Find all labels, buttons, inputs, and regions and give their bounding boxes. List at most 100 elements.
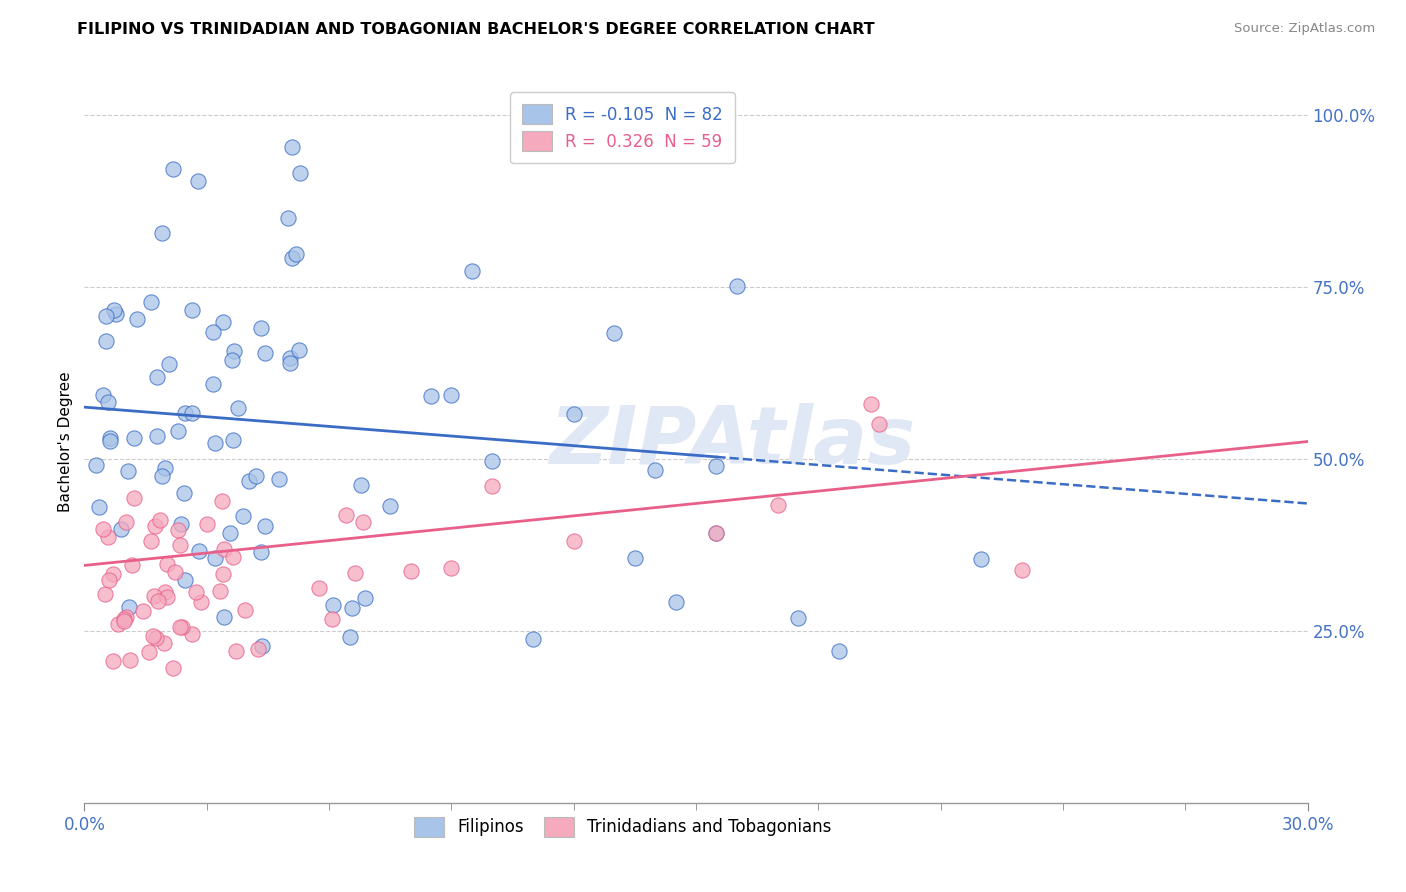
Point	[146, 370, 169, 384]
Point	[114, 610, 136, 624]
Point	[138, 645, 160, 659]
Point	[125, 311, 148, 326]
Point	[211, 494, 233, 508]
Point	[339, 630, 361, 644]
Point	[121, 558, 143, 572]
Point	[603, 326, 626, 341]
Point	[250, 321, 273, 335]
Point	[180, 302, 202, 317]
Point	[103, 566, 125, 581]
Point	[153, 585, 176, 599]
Point	[212, 315, 235, 329]
Point	[156, 590, 179, 604]
Point	[153, 461, 176, 475]
Point	[150, 469, 173, 483]
Point	[706, 526, 728, 541]
Point	[665, 595, 688, 609]
Point	[212, 541, 235, 556]
Point	[461, 264, 484, 278]
Point	[246, 641, 269, 656]
Point	[970, 551, 993, 566]
Point	[481, 478, 503, 492]
Point	[150, 226, 173, 240]
Point	[562, 407, 585, 421]
Point	[110, 522, 132, 536]
Point	[143, 519, 166, 533]
Point	[1011, 563, 1033, 577]
Point	[142, 589, 165, 603]
Point	[343, 566, 366, 581]
Point	[115, 515, 138, 529]
Point	[280, 356, 302, 370]
Point	[97, 574, 120, 588]
Point	[117, 464, 139, 478]
Point	[112, 612, 135, 626]
Point	[146, 594, 169, 608]
Point	[706, 526, 728, 541]
Point	[165, 566, 187, 580]
Point	[209, 583, 232, 598]
Point	[98, 431, 121, 445]
Point	[145, 631, 167, 645]
Point	[103, 654, 125, 668]
Point	[204, 550, 226, 565]
Point	[142, 629, 165, 643]
Point	[269, 473, 291, 487]
Point	[238, 474, 260, 488]
Point	[706, 458, 728, 473]
Point	[221, 433, 243, 447]
Text: Source: ZipAtlas.com: Source: ZipAtlas.com	[1234, 22, 1375, 36]
Point	[322, 598, 344, 612]
Point	[335, 508, 357, 523]
Point	[277, 211, 299, 225]
Point	[156, 557, 179, 571]
Point	[204, 436, 226, 450]
Point	[170, 620, 193, 634]
Point	[481, 454, 503, 468]
Point	[188, 544, 211, 558]
Point	[169, 619, 191, 633]
Point	[112, 614, 135, 628]
Legend: Filipinos, Trinidadians and Tobagonians: Filipinos, Trinidadians and Tobagonians	[402, 805, 844, 848]
Point	[139, 295, 162, 310]
Point	[232, 509, 254, 524]
Point	[399, 564, 422, 578]
Point	[152, 636, 174, 650]
Point	[98, 434, 121, 448]
Point	[440, 388, 463, 402]
Point	[562, 533, 585, 548]
Point	[157, 357, 180, 371]
Text: ZIPAtlas: ZIPAtlas	[550, 402, 915, 481]
Point	[278, 351, 301, 366]
Point	[860, 397, 883, 411]
Point	[201, 325, 224, 339]
Point	[254, 518, 277, 533]
Point	[84, 458, 107, 473]
Point	[122, 431, 145, 445]
Point	[96, 334, 118, 348]
Point	[624, 550, 647, 565]
Point	[725, 279, 748, 293]
Point	[107, 616, 129, 631]
Point	[162, 162, 184, 177]
Point	[169, 538, 191, 552]
Point	[245, 469, 267, 483]
Point	[233, 602, 256, 616]
Point	[288, 166, 311, 180]
Point	[201, 376, 224, 391]
Point	[281, 140, 304, 154]
Point	[146, 429, 169, 443]
Point	[352, 516, 374, 530]
Point	[97, 530, 120, 544]
Point	[214, 610, 236, 624]
Point	[828, 644, 851, 658]
Point	[173, 574, 195, 588]
Point	[787, 611, 810, 625]
Point	[280, 251, 302, 265]
Point	[173, 406, 195, 420]
Point	[190, 595, 212, 609]
Point	[97, 394, 120, 409]
Point	[225, 643, 247, 657]
Point	[380, 499, 402, 513]
Point	[195, 517, 218, 532]
